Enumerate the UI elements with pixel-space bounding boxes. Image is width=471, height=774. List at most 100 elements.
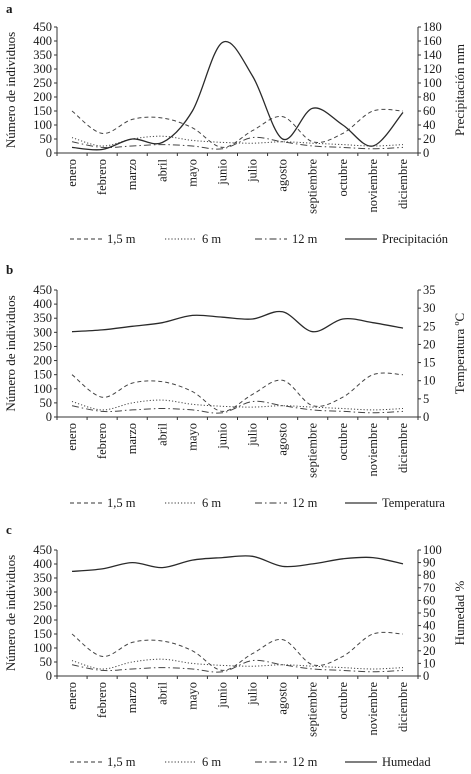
chart-panel-c: c050100150200250300350400450010203040506… [3,522,467,769]
left-tick-label: 200 [33,90,52,104]
right-tick-label: 80 [423,90,436,104]
month-label: septiembre [306,423,320,478]
right-tick-label: 60 [423,104,436,118]
month-label: mayo [185,423,199,451]
series-line-1 [71,399,404,411]
left-tick-label: 250 [33,339,52,353]
right-tick-label: 60 [423,593,436,607]
month-label: abril [155,422,169,445]
month-label: diciembre [396,682,410,732]
month-label: agosto [276,423,290,456]
month-label: abril [155,681,169,704]
month-label: abril [155,158,169,181]
left-tick-label: 250 [33,599,52,613]
right-tick-label: 140 [423,48,442,62]
month-label: enero [65,682,79,710]
right-tick-label: 0 [423,410,429,424]
right-axis-title: Temperatura ºC [452,313,467,394]
legend-label: Temperatura [382,496,445,510]
month-label: febrero [95,423,109,459]
series-line-2 [71,136,404,150]
right-tick-label: 10 [423,656,436,670]
right-tick-label: 20 [423,644,436,658]
month-label: diciembre [396,423,410,473]
left-tick-label: 50 [40,655,53,669]
left-tick-label: 150 [33,104,52,118]
month-label: septiembre [306,682,320,737]
left-axis-title: Número de individuos [3,295,18,411]
left-tick-label: 50 [40,132,53,146]
left-tick-label: 0 [46,669,52,683]
right-tick-label: 70 [423,581,436,595]
right-tick-label: 30 [423,631,436,645]
legend-label: 12 m [292,755,318,769]
right-tick-label: 5 [423,392,429,406]
month-label: mayo [185,682,199,710]
left-tick-label: 200 [33,354,52,368]
right-tick-label: 120 [423,62,442,76]
right-tick-label: 15 [423,356,436,370]
right-tick-label: 10 [423,374,436,388]
right-tick-label: 0 [423,146,429,160]
series-line-3 [71,555,404,573]
left-tick-label: 350 [33,571,52,585]
month-label: julio [246,682,260,706]
right-tick-label: 20 [423,132,436,146]
legend-label: 6 m [202,755,221,769]
right-tick-label: 80 [423,568,436,582]
month-label: agosto [276,159,290,192]
left-tick-label: 450 [33,543,52,557]
left-tick-label: 250 [33,76,52,90]
left-tick-label: 300 [33,585,52,599]
left-tick-label: 350 [33,48,52,62]
month-label: octubre [336,159,350,197]
right-tick-label: 180 [423,20,442,34]
legend-label: 12 m [292,496,318,510]
panel-letter: a [6,1,13,16]
month-label: febrero [95,159,109,195]
right-tick-label: 0 [423,669,429,683]
right-tick-label: 100 [423,543,442,557]
series-line-2 [71,659,404,673]
right-tick-label: 20 [423,337,436,351]
left-tick-label: 100 [33,118,52,132]
month-label: septiembre [306,159,320,214]
month-label: marzo [125,423,139,454]
legend-label: 1,5 m [107,755,136,769]
panel-letter: b [6,262,13,277]
panel-letter: c [6,522,12,537]
left-tick-label: 450 [33,20,52,34]
right-tick-label: 50 [423,606,436,620]
left-tick-label: 0 [46,146,52,160]
left-tick-label: 400 [33,34,52,48]
left-tick-label: 100 [33,641,52,655]
series-line-1 [71,135,404,147]
left-tick-label: 400 [33,297,52,311]
right-tick-label: 160 [423,34,442,48]
month-label: enero [65,423,79,451]
series-line-3 [71,310,404,333]
series-line-1 [71,658,404,670]
month-label: junio [215,159,229,186]
left-tick-label: 50 [40,396,53,410]
month-label: marzo [125,682,139,713]
month-label: noviembre [366,682,380,736]
series-line-2 [71,400,404,414]
month-label: junio [215,423,229,450]
month-label: octubre [336,682,350,720]
month-label: diciembre [396,159,410,209]
legend-label: 1,5 m [107,496,136,510]
series-line-3 [71,40,404,151]
right-tick-label: 35 [423,283,436,297]
legend-label: 12 m [292,232,318,246]
legend-label: 1,5 m [107,232,136,246]
left-tick-label: 100 [33,382,52,396]
right-axis-title: Precipitación mm [452,44,467,136]
right-tick-label: 25 [423,319,436,333]
left-tick-label: 150 [33,368,52,382]
right-tick-label: 90 [423,556,436,570]
month-label: marzo [125,159,139,190]
month-label: agosto [276,682,290,715]
left-axis-title: Número de individuos [3,555,18,671]
